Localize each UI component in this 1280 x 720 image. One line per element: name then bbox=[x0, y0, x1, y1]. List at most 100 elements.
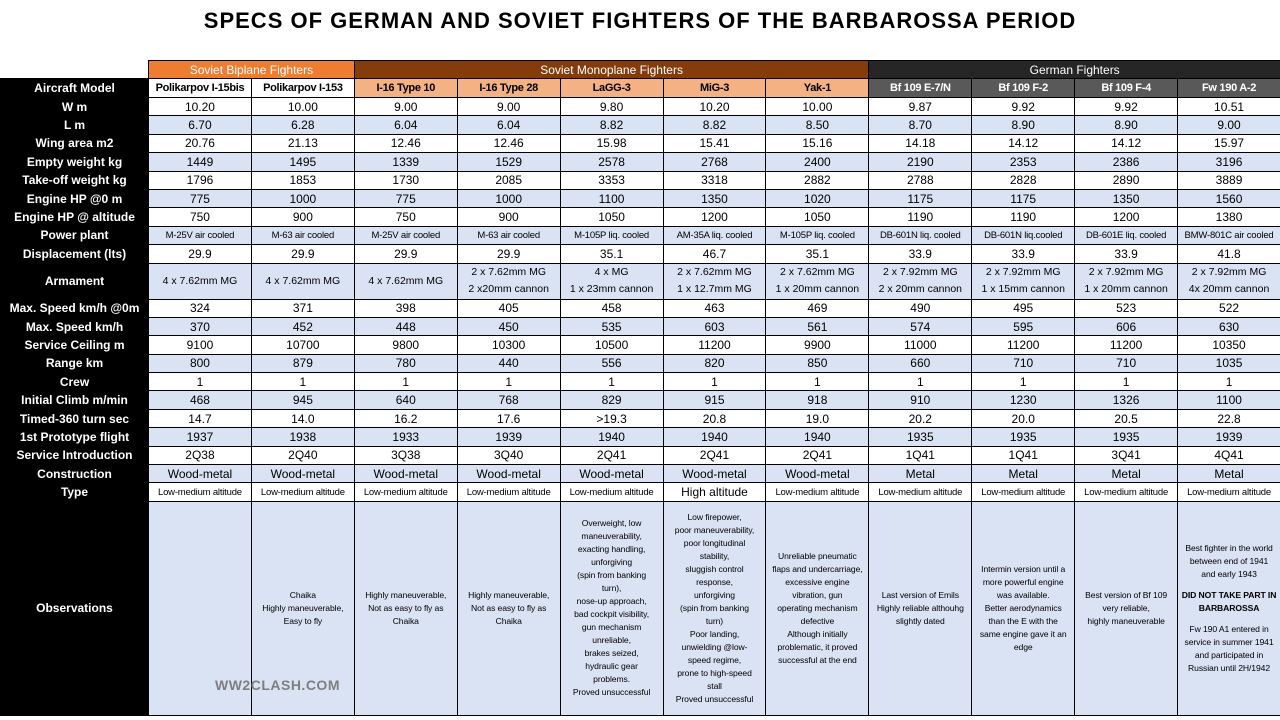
cell: 10.20 bbox=[662, 96, 767, 117]
row-label: Initial Climb m/min bbox=[0, 390, 149, 410]
data-row: Initial Climb m/min 468 945 640 768 829 915 918… bbox=[0, 390, 1280, 410]
cell: 20.76 bbox=[148, 133, 252, 154]
text-line: 2 x 7.62mm MG bbox=[677, 266, 752, 279]
group-header: Soviet Biplane Fighters bbox=[148, 60, 355, 79]
cell: Wood-metal bbox=[456, 464, 561, 484]
text-line: response, bbox=[696, 576, 733, 587]
cell: 1350 bbox=[1074, 188, 1179, 209]
cell: 1495 bbox=[250, 152, 355, 172]
cell: 4 x 7.62mm MG bbox=[250, 262, 355, 300]
cell: Metal bbox=[868, 464, 973, 484]
text-line: unforgiving bbox=[591, 557, 633, 568]
text-line: unreliable, bbox=[592, 635, 631, 646]
cell: 9.92 bbox=[971, 96, 1076, 117]
data-row: Max. Speed km/h 370 452 448 450 535 603 561 574 5… bbox=[0, 316, 1280, 337]
cell: 29.9 bbox=[456, 244, 561, 264]
cell: 46.7 bbox=[662, 244, 767, 264]
cell: 1230 bbox=[971, 390, 1076, 410]
cell: 370 bbox=[148, 316, 252, 337]
cell: 1 bbox=[868, 372, 973, 392]
cell: 6.28 bbox=[250, 115, 355, 135]
text-line: Unreliable pneumatic bbox=[778, 550, 857, 561]
text-line: unwielding @low- bbox=[681, 641, 748, 652]
cell: 15.97 bbox=[1177, 133, 1280, 154]
cell: 2Q38 bbox=[148, 445, 252, 466]
text-line: Although initially bbox=[787, 628, 848, 639]
cell: 1 bbox=[456, 372, 561, 392]
text-line: 2 x 20mm cannon bbox=[878, 283, 963, 296]
cell: 1020 bbox=[765, 188, 870, 209]
observation-cell: Low firepower, poor maneuverability, poor … bbox=[662, 500, 767, 716]
cell: 2Q41 bbox=[765, 445, 870, 466]
paragraph: Highly maneuverable, Not as easy to fly a… bbox=[458, 589, 559, 628]
cell: 829 bbox=[559, 390, 664, 410]
cell: 14.18 bbox=[868, 133, 973, 154]
text-line: Proved unsuccessful bbox=[572, 687, 651, 698]
cell: 1 bbox=[1074, 372, 1179, 392]
cell: 15.16 bbox=[765, 133, 870, 154]
text-line: stability, bbox=[699, 550, 730, 561]
text-line: Russian until 2H/1942 bbox=[1188, 662, 1271, 673]
data-row: Armament 4 x 7.62mm MG 4 x 7.62mm MG 4 x 7.… bbox=[0, 262, 1280, 300]
cell: 371 bbox=[250, 298, 355, 318]
cell: 9.80 bbox=[559, 96, 664, 117]
cell: Wood-metal bbox=[250, 464, 355, 484]
cell: 10700 bbox=[250, 335, 355, 355]
cell: 3Q40 bbox=[456, 445, 561, 466]
data-row: Take-off weight kg 1796 1853 1730 2085 3353 33… bbox=[0, 170, 1280, 190]
cell: 458 bbox=[559, 298, 664, 318]
cell: 1935 bbox=[868, 427, 973, 447]
text-line: 4x 20mm cannon bbox=[1188, 283, 1270, 296]
cell: 440 bbox=[456, 353, 561, 374]
cell: 2890 bbox=[1074, 170, 1179, 190]
cell: 1Q41 bbox=[971, 445, 1076, 466]
cell: 6.04 bbox=[353, 115, 458, 135]
row-label: Service Ceiling m bbox=[0, 335, 149, 355]
cell: 3318 bbox=[662, 170, 767, 190]
cell: 1200 bbox=[1074, 207, 1179, 227]
cell: Wood-metal bbox=[353, 464, 458, 484]
text-line: operating mechanism bbox=[777, 602, 858, 613]
cell: 1 bbox=[971, 372, 1076, 392]
text-line: sluggish control bbox=[685, 563, 744, 574]
cell: 3889 bbox=[1177, 170, 1280, 190]
column-header: I-16 Type 10 bbox=[353, 78, 458, 98]
cell: 2Q41 bbox=[559, 445, 664, 466]
cell: 1050 bbox=[559, 207, 664, 227]
cell: 1933 bbox=[353, 427, 458, 447]
data-row: Timed-360 turn sec 14.7 14.0 16.2 17.6 >19.3 2… bbox=[0, 408, 1280, 429]
cell: 9800 bbox=[353, 335, 458, 355]
data-row: Displacement (lts) 29.9 29.9 29.9 29.9 35.1 46… bbox=[0, 244, 1280, 264]
cell: 468 bbox=[148, 390, 252, 410]
row-label: Construction bbox=[0, 464, 149, 484]
cell: 640 bbox=[353, 390, 458, 410]
text-line: successful at the end bbox=[778, 654, 857, 665]
cell: 1 bbox=[559, 372, 664, 392]
cell: 12.46 bbox=[353, 133, 458, 154]
text-line: Highly maneuverable, bbox=[365, 589, 447, 600]
cell: 1939 bbox=[456, 427, 561, 447]
text-line: flaps and undercarriage, bbox=[772, 563, 863, 574]
cell: 33.9 bbox=[1074, 244, 1179, 264]
cell: 8.90 bbox=[971, 115, 1076, 135]
data-row: Service Introduction 2Q38 2Q40 3Q38 3Q40 2Q41… bbox=[0, 445, 1280, 466]
text-line: more powerful engine bbox=[982, 576, 1064, 587]
cell: Wood-metal bbox=[662, 464, 767, 484]
cell: 20.0 bbox=[971, 408, 1076, 429]
cell: 1200 bbox=[662, 207, 767, 227]
cell: 879 bbox=[250, 353, 355, 374]
cell: 1796 bbox=[148, 170, 252, 190]
text-line: Better aerodynamics bbox=[984, 602, 1062, 613]
cell: 2828 bbox=[971, 170, 1076, 190]
observation-cell: Chaika Highly maneuverable, Easy to fly bbox=[250, 500, 355, 716]
text-line: 1 x 20mm cannon bbox=[1084, 283, 1168, 296]
observation-cell: Best version of Bf 109 very reliable, high… bbox=[1074, 500, 1179, 716]
cell: 1560 bbox=[1177, 188, 1280, 209]
text-line: 1 x 15mm cannon bbox=[981, 283, 1065, 296]
cell: 324 bbox=[148, 298, 252, 318]
cell: 2 x 7.92mm MG 2 x 20mm cannon bbox=[868, 262, 973, 300]
text-line: 2 x 7.92mm MG bbox=[1191, 266, 1267, 279]
cell: 1000 bbox=[250, 188, 355, 209]
text-line: highly maneuverable bbox=[1087, 615, 1165, 626]
